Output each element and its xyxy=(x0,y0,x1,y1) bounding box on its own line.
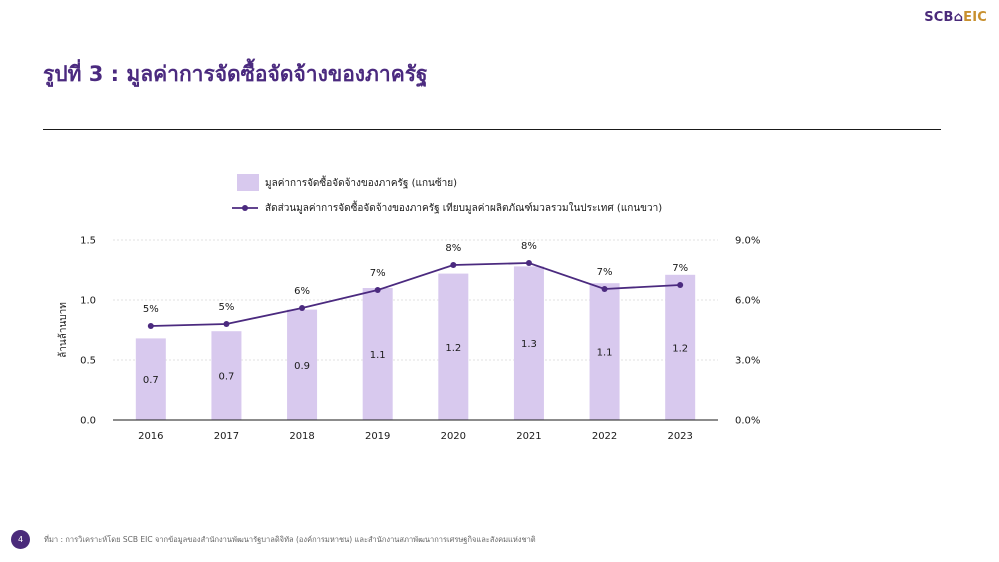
page-number: 4 xyxy=(11,530,30,549)
y-tick-label: 0.0 xyxy=(80,416,96,427)
x-tick-label: 2016 xyxy=(138,431,163,442)
y2-tick-label: 9.0% xyxy=(735,236,760,247)
legend-marker-line xyxy=(242,205,248,211)
line-data-label: 7% xyxy=(672,263,688,274)
x-tick-label: 2021 xyxy=(516,431,541,442)
bar-data-label: 1.3 xyxy=(521,339,537,350)
x-tick-label: 2022 xyxy=(592,431,617,442)
line-series xyxy=(150,262,681,327)
bar-data-label: 1.1 xyxy=(370,350,386,361)
x-tick-label: 2019 xyxy=(365,431,390,442)
y-tick-label: 0.5 xyxy=(80,356,96,367)
line-point xyxy=(601,286,608,292)
bar xyxy=(211,331,242,420)
bar xyxy=(665,274,696,420)
line-point xyxy=(223,321,230,327)
line-point xyxy=(299,305,306,311)
line-data-label: 7% xyxy=(597,267,613,278)
page-title: รูปที่ 3 : มูลค่าการจัดซื้อจัดจ้างของภาค… xyxy=(43,62,428,86)
x-tick-label: 2023 xyxy=(667,431,692,442)
title-divider xyxy=(43,129,941,130)
bar xyxy=(287,309,318,420)
bar-data-label: 1.2 xyxy=(672,343,688,354)
line-data-label: 6% xyxy=(294,286,310,297)
x-tick-label: 2018 xyxy=(289,431,314,442)
bar-data-label: 0.7 xyxy=(218,372,234,383)
bar xyxy=(438,273,469,420)
line-point xyxy=(450,262,457,268)
y-axis-label: ล้านล้านบาท xyxy=(57,302,69,358)
bar xyxy=(513,266,544,420)
line-data-label: 8% xyxy=(445,243,461,254)
line-point xyxy=(677,282,684,288)
bar-data-label: 0.9 xyxy=(294,361,310,372)
legend-swatch-bar xyxy=(237,174,259,191)
bar xyxy=(589,283,620,420)
y2-tick-label: 0.0% xyxy=(735,416,760,427)
y-tick-label: 1.5 xyxy=(80,236,96,247)
y2-tick-label: 3.0% xyxy=(735,356,760,367)
bar-data-label: 1.2 xyxy=(445,343,461,354)
bar-data-label: 1.1 xyxy=(597,348,613,359)
line-data-label: 5% xyxy=(219,302,235,313)
line-point xyxy=(147,323,154,329)
brand-logo: SCB⌂EIC xyxy=(924,10,987,25)
y-tick-label: 1.0 xyxy=(80,296,96,307)
line-point xyxy=(374,287,381,293)
y2-tick-label: 6.0% xyxy=(735,296,760,307)
line-data-label: 5% xyxy=(143,304,159,315)
line-data-label: 7% xyxy=(370,268,386,279)
line-point xyxy=(525,260,532,266)
legend-label-bar: มูลค่าการจัดซื้อจัดจ้างของภาครัฐ (แกนซ้า… xyxy=(265,175,457,189)
x-tick-label: 2017 xyxy=(214,431,239,442)
source-note: ที่มา : การวิเคราะห์โดย SCB EIC จากข้อมู… xyxy=(44,535,536,544)
bar-data-label: 0.7 xyxy=(143,375,159,386)
bar xyxy=(362,288,393,420)
bar xyxy=(135,338,166,420)
legend-label-line: สัดส่วนมูลค่าการจัดซื้อจัดจ้างของภาครัฐ … xyxy=(265,200,662,214)
brand-roof-icon: ⌂ xyxy=(953,10,964,25)
line-data-label: 8% xyxy=(521,241,537,252)
x-tick-label: 2020 xyxy=(441,431,466,442)
